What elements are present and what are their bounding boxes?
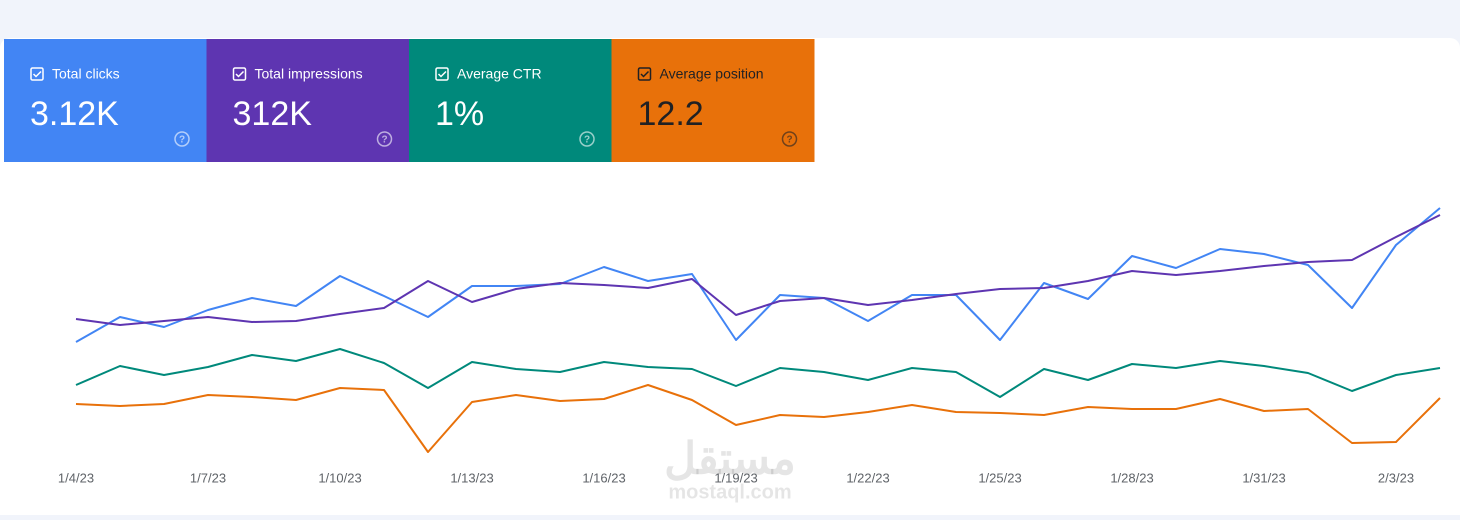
x-tick-label: 1/22/23 xyxy=(846,470,889,485)
help-icon[interactable] xyxy=(579,131,595,147)
help-icon[interactable] xyxy=(174,131,190,147)
checkmark xyxy=(235,70,245,78)
x-tick-label: 1/7/23 xyxy=(190,470,226,485)
checkbox xyxy=(637,67,652,81)
metric-card[interactable] xyxy=(409,39,612,162)
metric-label: Average CTR xyxy=(457,66,542,82)
metric-value: 12.2 xyxy=(638,95,704,133)
watermark-site: mostaql.com xyxy=(668,481,791,503)
help-icon-mark: ? xyxy=(381,135,387,146)
help-icon[interactable] xyxy=(781,131,798,147)
help-icon-mark: ? xyxy=(584,135,590,146)
x-tick-label: 1/28/23 xyxy=(1110,470,1153,485)
series-line xyxy=(75,348,1441,398)
series-line xyxy=(75,214,1441,326)
series-line xyxy=(75,207,1441,343)
help-icon-mark: ? xyxy=(786,135,792,146)
metric-label: Average position xyxy=(660,66,764,82)
watermark: مستقل xyxy=(664,435,796,484)
metric-card[interactable] xyxy=(206,39,410,162)
metric-value: 1% xyxy=(435,95,484,133)
x-tick-label: 1/19/23 xyxy=(714,470,757,485)
metric-label: Total clicks xyxy=(52,66,120,82)
x-tick-label: 1/13/23 xyxy=(450,470,493,485)
checkbox xyxy=(435,67,449,81)
help-icon[interactable] xyxy=(376,131,393,147)
x-tick-label: 1/4/23 xyxy=(58,470,94,485)
help-icon-mark: ? xyxy=(179,135,185,146)
metric-label: Total impressions xyxy=(255,66,363,82)
checkbox xyxy=(232,67,247,81)
series-line xyxy=(75,384,1441,453)
x-tick-label: 1/25/23 xyxy=(978,470,1021,485)
metric-value: 312K xyxy=(233,95,313,133)
checkbox xyxy=(30,67,44,81)
checkmark xyxy=(32,70,42,78)
x-tick-label: 2/3/23 xyxy=(1378,470,1414,485)
x-tick-label: 1/16/23 xyxy=(582,470,625,485)
checkmark xyxy=(640,70,650,78)
checkmark xyxy=(437,70,447,78)
x-tick-label: 1/31/23 xyxy=(1242,470,1285,485)
metric-value: 3.12K xyxy=(30,95,119,133)
metric-card[interactable] xyxy=(4,39,207,162)
x-tick-label: 1/10/23 xyxy=(318,470,361,485)
metric-card[interactable] xyxy=(611,39,815,162)
